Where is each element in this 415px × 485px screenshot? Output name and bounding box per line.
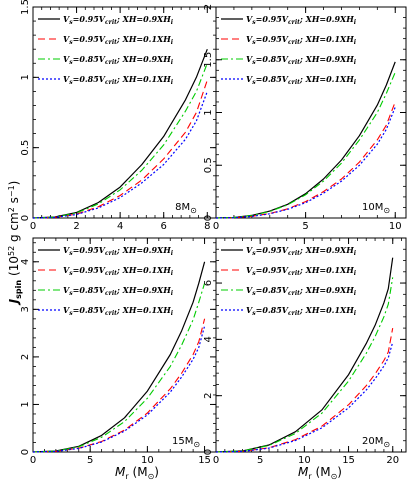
y-tick-label: 1.5 [20,0,31,15]
y-tick-label: 1.5 [203,52,214,68]
y-axis-label-main: J [7,298,21,305]
legend-entry-2: Vs=0.95Vcrit; XH=0.1XHi [63,265,174,277]
x-axis-label-right-units: (M [312,465,331,479]
x-tick-label: 0 [30,221,36,232]
legend-entry-2: Vs=0.95Vcrit; XH=0.1XHi [63,34,174,46]
x-axis-label-left-sun: ⊙ [148,472,155,481]
panel-frame [215,237,407,453]
series-line-1 [215,257,394,453]
y-axis-label-close: ) [7,181,21,186]
x-tick-label: 0 [213,455,219,466]
x-tick-label: 0 [30,455,36,466]
legend-entry-1: Vs=0.95Vcrit; XH=0.9XHi [246,245,357,257]
panel-mass-label: 8M⊙ [175,202,197,215]
x-axis-label-right-close: ) [337,465,342,479]
series-line-2 [32,318,206,453]
chart-panels: 0 2 4 6 800.511.5Vs=0.95Vcrit; XH=0.9XHiVs=0… [20,0,407,466]
y-tick-label: 0 [20,215,31,221]
x-tick-label: 10 [141,455,154,466]
y-tick-label: 2 [20,354,31,360]
series-line-4 [215,342,394,453]
y-axis-label-exp: 52 [7,246,16,256]
y-tick-label: 2 [203,392,214,398]
y-axis-label: Jspin (1052 g cm2 s−1) [7,181,23,306]
series-line-2 [215,101,396,219]
panel-2: 0 5 10 0 0.5 1 1.5 2 Vs=0.95Vcrit; XH=0.9XHi Vs=0… [203,4,407,232]
series-line-3 [215,72,396,219]
y-tick-label: 0 [203,449,214,455]
series-line-3 [32,283,206,453]
x-tick-label: 10 [298,455,311,466]
x-axis-label-left-main: M [115,465,126,479]
x-axis-label-right-main: M [298,465,309,479]
legend-entry-3: Vs=0.85Vcrit; XH=0.9XHi [63,285,174,297]
y-tick-label: 6 [203,280,214,286]
legend-entry-1: Vs=0.95Vcrit; XH=0.9XHi [63,14,174,26]
panel-1: 0 2 4 6 800.511.5Vs=0.95Vcrit; XH=0.9XHiVs=0… [20,0,217,232]
panel-mass-label: 20M⊙ [362,436,390,449]
series-line-4 [215,106,396,219]
y-tick-label: 4 [20,259,31,265]
x-tick-label: 2 [73,221,79,232]
series-line-4 [32,91,208,219]
y-tick-label: 3 [20,306,31,312]
panel-mass-label: 15M⊙ [172,436,200,449]
x-tick-label: 0 [213,221,219,232]
x-tick-label: 15 [198,455,211,466]
y-tick-label: 1 [20,74,31,80]
y-tick-label: 0.5 [20,140,31,156]
x-tick-label: 20 [386,455,399,466]
legend-entry-4: Vs=0.85Vcrit; XH=0.1XHi [246,74,357,86]
legend-entry-3: Vs=0.85Vcrit; XH=0.9XHi [63,54,174,66]
series-line-1 [32,261,206,453]
y-axis-label-exp2: 2 [7,207,16,212]
panel-mass-label: 10M⊙ [362,202,390,215]
y-tick-label: 0 [20,449,31,455]
x-axis-label-left-sub: r [125,472,129,481]
x-axis-label-right: Mr (M⊙) [298,465,342,481]
x-tick-label: 6 [161,221,167,232]
legend-entry-1: Vs=0.95Vcrit; XH=0.9XHi [246,14,357,26]
legend-entry-2: Vs=0.95Vcrit; XH=0.1XHi [246,34,357,46]
series-line-2 [32,79,208,219]
x-tick-label: 15 [342,455,355,466]
y-axis-label-units3: s [7,197,21,207]
y-axis-label-sub: spin [14,280,23,299]
x-tick-label: 5 [87,455,93,466]
y-axis-label-units: (10 [7,256,21,276]
series-line-3 [32,63,208,219]
legend-entry-1: Vs=0.95Vcrit; XH=0.9XHi [63,245,174,257]
legend-entry-3: Vs=0.85Vcrit; XH=0.9XHi [246,54,357,66]
x-axis-label-right-sub: r [308,472,312,481]
y-tick-label: 2 [203,4,214,10]
legend-entry-3: Vs=0.85Vcrit; XH=0.9XHi [246,285,357,297]
x-axis-label-left-units: (M [129,465,148,479]
legend-entry-4: Vs=0.85Vcrit; XH=0.1XHi [63,305,174,317]
y-tick-label: 1 [203,109,214,115]
x-axis-label-left: Mr (M⊙) [115,465,159,481]
x-tick-label: 5 [257,455,263,466]
x-tick-label: 4 [117,221,123,232]
legend-entry-4: Vs=0.85Vcrit; XH=0.1XHi [246,305,357,317]
x-tick-label: 10 [389,221,402,232]
x-axis-label-right-sun: ⊙ [331,472,338,481]
y-axis-label-exp3: −1 [7,185,16,197]
legend-entry-4: Vs=0.85Vcrit; XH=0.1XHi [63,74,174,86]
y-tick-label: 0.5 [203,157,214,173]
x-tick-label: 5 [302,221,308,232]
series-line-3 [215,277,394,453]
y-tick-label: 0 [203,215,214,221]
x-axis-label-left-close: ) [154,465,159,479]
y-tick-label: 1 [20,401,31,407]
y-axis-label-units2: g cm [7,212,21,246]
y-tick-label: 4 [203,336,214,342]
x-tick-label: 8 [204,221,210,232]
legend-entry-2: Vs=0.95Vcrit; XH=0.1XHi [246,265,357,277]
panel-4: 0 5 10 15 20 0 2 4 6 Vs=0.95Vcrit; XH=0.9XHi Vs=0.… [203,237,407,466]
